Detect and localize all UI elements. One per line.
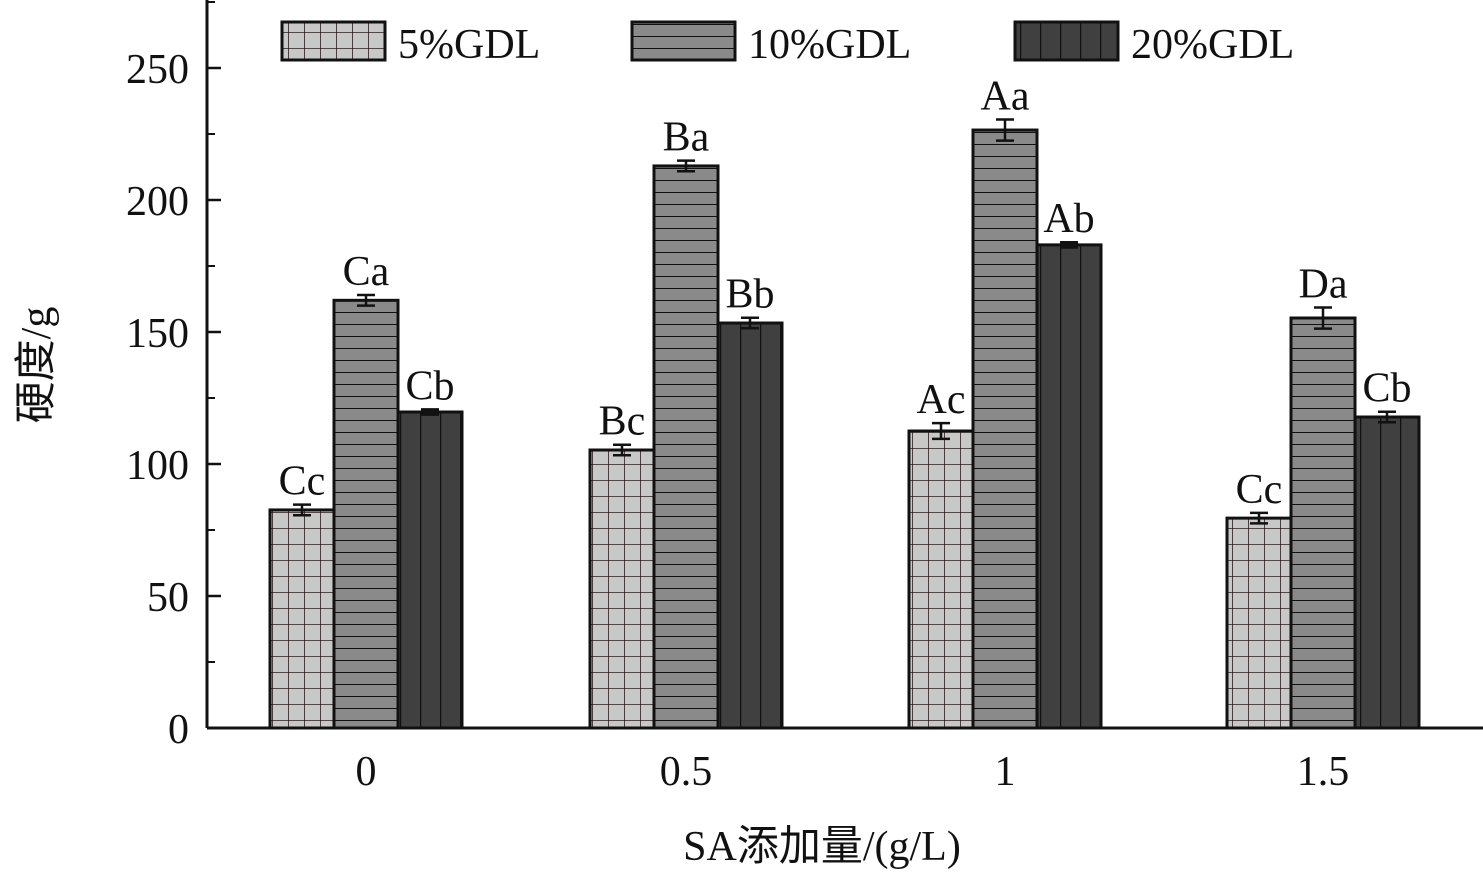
legend-swatch [1013,20,1120,62]
bar-5%GDL-1.5 [1225,516,1293,730]
significance-label: Cb [405,363,454,409]
error-bar [1250,511,1268,525]
bars: Cc Bc Ac Cc Ca Ba Aa Da Cb Bb Ab Cb [268,73,1421,730]
bar-20%GDL-0.5 [716,321,784,730]
significance-label: Ac [917,377,966,423]
y-axis-label: 硬度/g [14,307,60,424]
legend-label: 5%GDL [398,22,540,68]
error-bar [613,443,631,457]
significance-label: Cc [1236,467,1283,513]
bar-20%GDL-0 [396,410,464,730]
error-bar [677,159,695,173]
significance-label: Cc [279,459,326,505]
y-tick-label: 200 [126,179,189,225]
y-tick-label: 0 [168,707,189,753]
significance-label: Aa [981,73,1030,119]
bar-5%GDL-1 [907,429,975,730]
error-bar [357,293,375,307]
bar-10%GDL-1 [971,128,1039,730]
legend-label: 10%GDL [748,22,911,68]
y-tick-label: 50 [147,575,189,621]
x-tick-label: 0 [356,749,377,795]
error-bar [421,408,439,416]
significance-label: Bc [599,399,646,445]
legend-swatch [280,20,387,62]
significance-label: Da [1299,261,1348,307]
bar-20%GDL-1 [1035,243,1103,730]
error-bar [293,503,311,517]
legend: 5%GDL 10%GDL 20%GDL [280,20,1294,68]
x-tick-label: 1 [995,749,1016,795]
legend-swatch [630,20,737,62]
error-bar [996,118,1014,142]
significance-label: Cb [1362,366,1411,412]
axes: 0 50 100 150 200 250 0 0.5 1 1.5 [126,0,1483,795]
legend-label: 20%GDL [1131,22,1294,68]
significance-label: Ab [1043,196,1094,242]
bar-5%GDL-0.5 [588,448,656,730]
y-tick-label: 100 [126,443,189,489]
y-tick-label: 250 [126,47,189,93]
bar-10%GDL-0.5 [652,164,720,730]
bar-10%GDL-1.5 [1289,316,1357,730]
bar-20%GDL-1.5 [1353,415,1421,730]
significance-label: Bb [725,272,774,318]
error-bar [1314,306,1332,330]
x-axis-label: SA添加量/(g/L) [683,824,961,870]
y-tick-label: 150 [126,311,189,357]
x-tick-label: 0.5 [660,749,713,795]
x-tick-label: 1.5 [1297,749,1350,795]
error-bar [1060,240,1078,249]
significance-label: Ca [343,249,390,295]
error-bar [932,421,950,441]
significance-label: Ba [663,115,710,161]
bar-10%GDL-0 [332,298,400,730]
error-bar [1378,410,1396,424]
bar-5%GDL-0 [268,508,336,730]
error-bar [741,316,759,330]
